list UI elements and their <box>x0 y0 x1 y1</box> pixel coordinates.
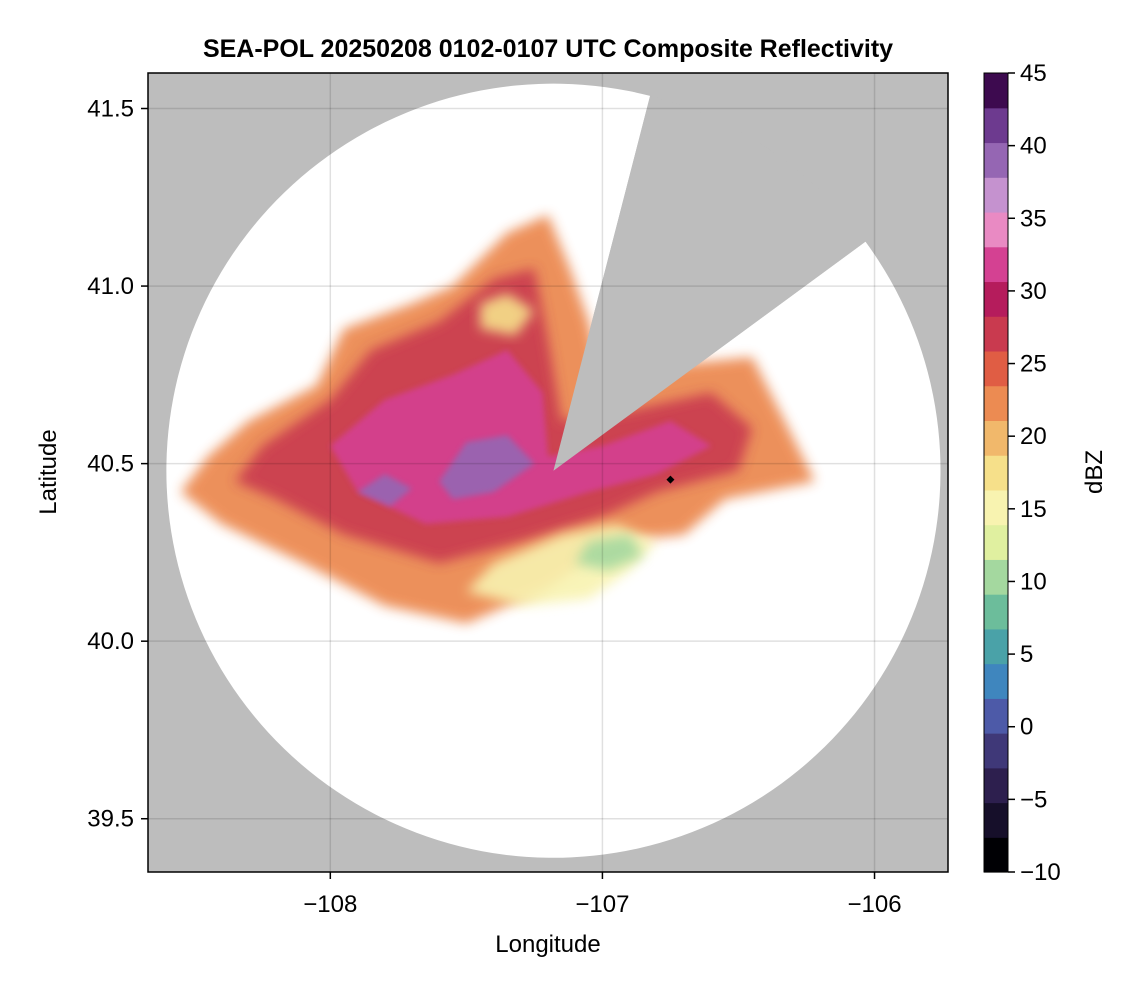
y-axis-ticks: 39.5 40.0 40.5 41.0 41.5 <box>87 96 148 833</box>
colorbar-tick-label: 20 <box>1020 423 1047 450</box>
reflectivity-region <box>357 474 412 507</box>
colorbar-tick-label: 10 <box>1020 568 1047 595</box>
colorbar-segment <box>984 281 1008 317</box>
colorbar-segment <box>984 663 1008 699</box>
colorbar-tick-label: 15 <box>1020 496 1047 523</box>
colorbar-segment <box>984 802 1008 838</box>
x-tick-label: −106 <box>847 891 901 918</box>
colorbar-tick-label: 40 <box>1020 133 1047 160</box>
colorbar: −10 −5 0 5 10 15 20 25 30 35 40 45 <box>983 60 1061 886</box>
colorbar-segment <box>984 211 1008 248</box>
y-tick-label: 39.5 <box>87 806 134 833</box>
colorbar-segment <box>984 455 1008 491</box>
colorbar-segment <box>984 837 1008 873</box>
colorbar-tick-label: 30 <box>1020 278 1047 305</box>
colorbar-tick-label: 25 <box>1020 351 1047 378</box>
blocked-sector <box>553 95 866 471</box>
reflectivity-region <box>480 293 535 336</box>
location-marker <box>666 475 675 484</box>
colorbar-tick-label: −10 <box>1020 859 1061 886</box>
colorbar-tick-label: 35 <box>1020 205 1047 232</box>
colorbar-segment <box>984 524 1008 560</box>
colorbar-segment <box>984 246 1008 283</box>
colorbar-segment <box>984 420 1008 456</box>
colorbar-segment <box>984 489 1008 526</box>
y-tick-label: 41.5 <box>87 96 134 123</box>
colorbar-segment <box>984 767 1008 804</box>
colorbar-segment <box>984 107 1008 144</box>
colorbar-tick-label: −5 <box>1020 786 1047 813</box>
colorbar-segment <box>984 350 1008 387</box>
colorbar-segment <box>984 733 1008 769</box>
colorbar-segment <box>984 316 1008 352</box>
colorbar-segment <box>984 628 1008 665</box>
y-tick-label: 41.0 <box>87 273 134 300</box>
colorbar-segment <box>984 559 1008 595</box>
colorbar-tick-label: 45 <box>1020 60 1047 87</box>
colorbar-frame <box>983 72 1009 873</box>
colorbar-segment <box>984 73 1008 109</box>
colorbar-segment <box>984 177 1008 213</box>
x-axis-label: Longitude <box>495 931 600 958</box>
y-axis-label: Latitude <box>35 429 62 514</box>
colorbar-segment <box>984 594 1008 630</box>
colorbar-label: dBZ <box>1081 450 1108 494</box>
plot-area <box>147 72 949 873</box>
y-tick-label: 40.5 <box>87 451 134 478</box>
x-tick-label: −108 <box>303 891 357 918</box>
reflectivity-region <box>439 435 535 500</box>
plot-frame <box>147 72 949 873</box>
colorbar-segment <box>984 698 1008 734</box>
chart-title: SEA-POL 20250208 0102-0107 UTC Composite… <box>203 35 893 63</box>
x-axis-ticks: −108 −107 −106 <box>303 872 902 918</box>
reflectivity-region <box>575 534 644 571</box>
colorbar-segment <box>984 142 1008 178</box>
y-tick-label: 40.0 <box>87 628 134 655</box>
colorbar-segment <box>984 385 1008 421</box>
colorbar-tick-label: 5 <box>1020 641 1033 668</box>
colorbar-tick-label: 0 <box>1020 714 1033 741</box>
reflectivity-region <box>330 350 712 524</box>
x-tick-label: −107 <box>575 891 629 918</box>
reflectivity-field <box>180 215 815 624</box>
